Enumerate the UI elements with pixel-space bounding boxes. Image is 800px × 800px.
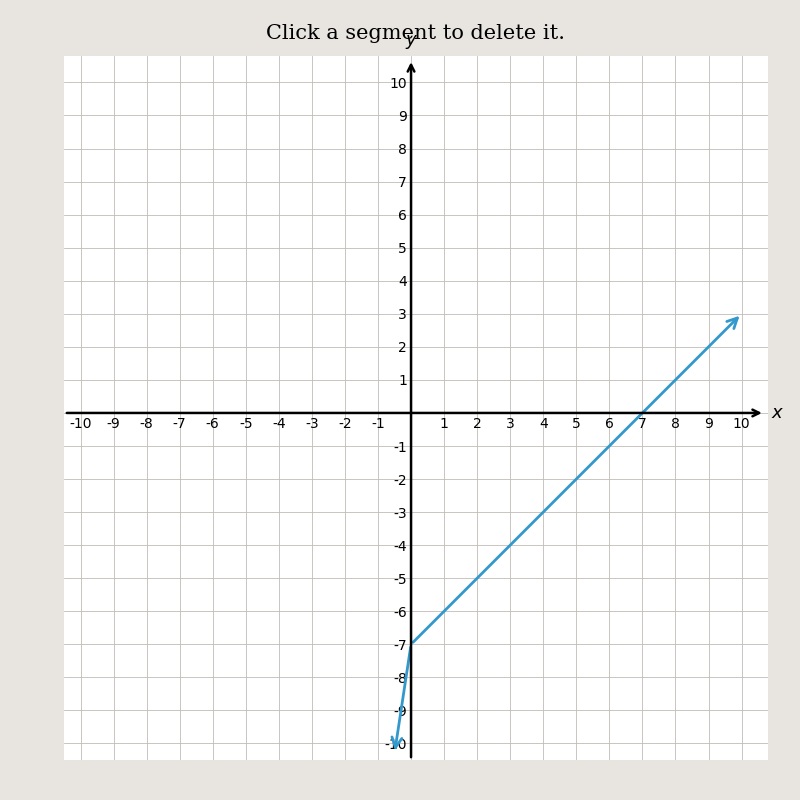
Title: Click a segment to delete it.: Click a segment to delete it. (266, 24, 566, 43)
Text: x: x (771, 404, 782, 422)
Text: y: y (406, 31, 416, 50)
